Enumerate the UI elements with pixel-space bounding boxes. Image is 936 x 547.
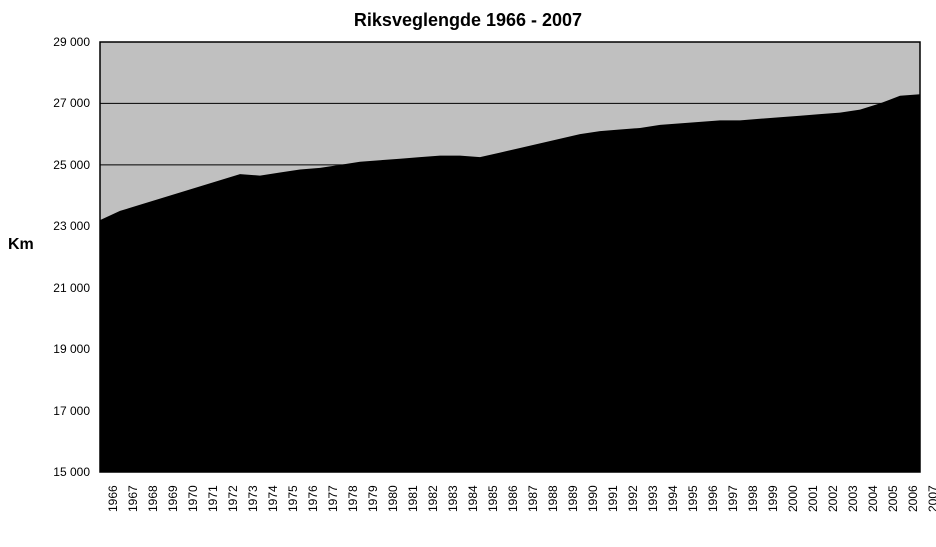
x-tick-label: 2004: [866, 485, 880, 512]
y-tick-label: 23 000: [0, 219, 90, 233]
x-tick-label: 1992: [626, 485, 640, 512]
area-chart: Riksveglengde 1966 - 2007 Km 15 00017 00…: [0, 0, 936, 547]
x-tick-label: 1976: [306, 485, 320, 512]
x-tick-label: 1984: [466, 485, 480, 512]
x-tick-label: 1983: [446, 485, 460, 512]
x-tick-label: 1969: [166, 485, 180, 512]
x-tick-label: 1997: [726, 485, 740, 512]
x-tick-label: 1973: [246, 485, 260, 512]
x-tick-label: 2006: [906, 485, 920, 512]
x-tick-label: 2002: [826, 485, 840, 512]
y-tick-label: 19 000: [0, 342, 90, 356]
chart-svg: [0, 0, 936, 547]
y-tick-label: 29 000: [0, 35, 90, 49]
x-tick-label: 1987: [526, 485, 540, 512]
x-tick-label: 1991: [606, 485, 620, 512]
x-tick-label: 1999: [766, 485, 780, 512]
x-tick-label: 2003: [846, 485, 860, 512]
x-tick-label: 1986: [506, 485, 520, 512]
x-tick-label: 1985: [486, 485, 500, 512]
x-tick-label: 1978: [346, 485, 360, 512]
x-tick-label: 2005: [886, 485, 900, 512]
x-tick-label: 1995: [686, 485, 700, 512]
x-tick-label: 1979: [366, 485, 380, 512]
x-tick-label: 1966: [106, 485, 120, 512]
x-tick-label: 1971: [206, 485, 220, 512]
y-tick-label: 21 000: [0, 281, 90, 295]
x-tick-label: 1975: [286, 485, 300, 512]
y-tick-label: 17 000: [0, 404, 90, 418]
x-tick-label: 1982: [426, 485, 440, 512]
x-tick-label: 1968: [146, 485, 160, 512]
x-tick-label: 2007: [926, 485, 936, 512]
x-tick-label: 1977: [326, 485, 340, 512]
x-tick-label: 1967: [126, 485, 140, 512]
x-tick-label: 1988: [546, 485, 560, 512]
x-tick-label: 1981: [406, 485, 420, 512]
x-tick-label: 1996: [706, 485, 720, 512]
x-tick-label: 1970: [186, 485, 200, 512]
x-tick-label: 1989: [566, 485, 580, 512]
x-tick-label: 1993: [646, 485, 660, 512]
y-tick-label: 25 000: [0, 158, 90, 172]
x-tick-label: 2001: [806, 485, 820, 512]
y-tick-label: 15 000: [0, 465, 90, 479]
x-tick-label: 1990: [586, 485, 600, 512]
x-tick-label: 1974: [266, 485, 280, 512]
x-tick-label: 1972: [226, 485, 240, 512]
x-tick-label: 2000: [786, 485, 800, 512]
y-tick-label: 27 000: [0, 96, 90, 110]
x-tick-label: 1994: [666, 485, 680, 512]
x-tick-label: 1980: [386, 485, 400, 512]
x-tick-label: 1998: [746, 485, 760, 512]
